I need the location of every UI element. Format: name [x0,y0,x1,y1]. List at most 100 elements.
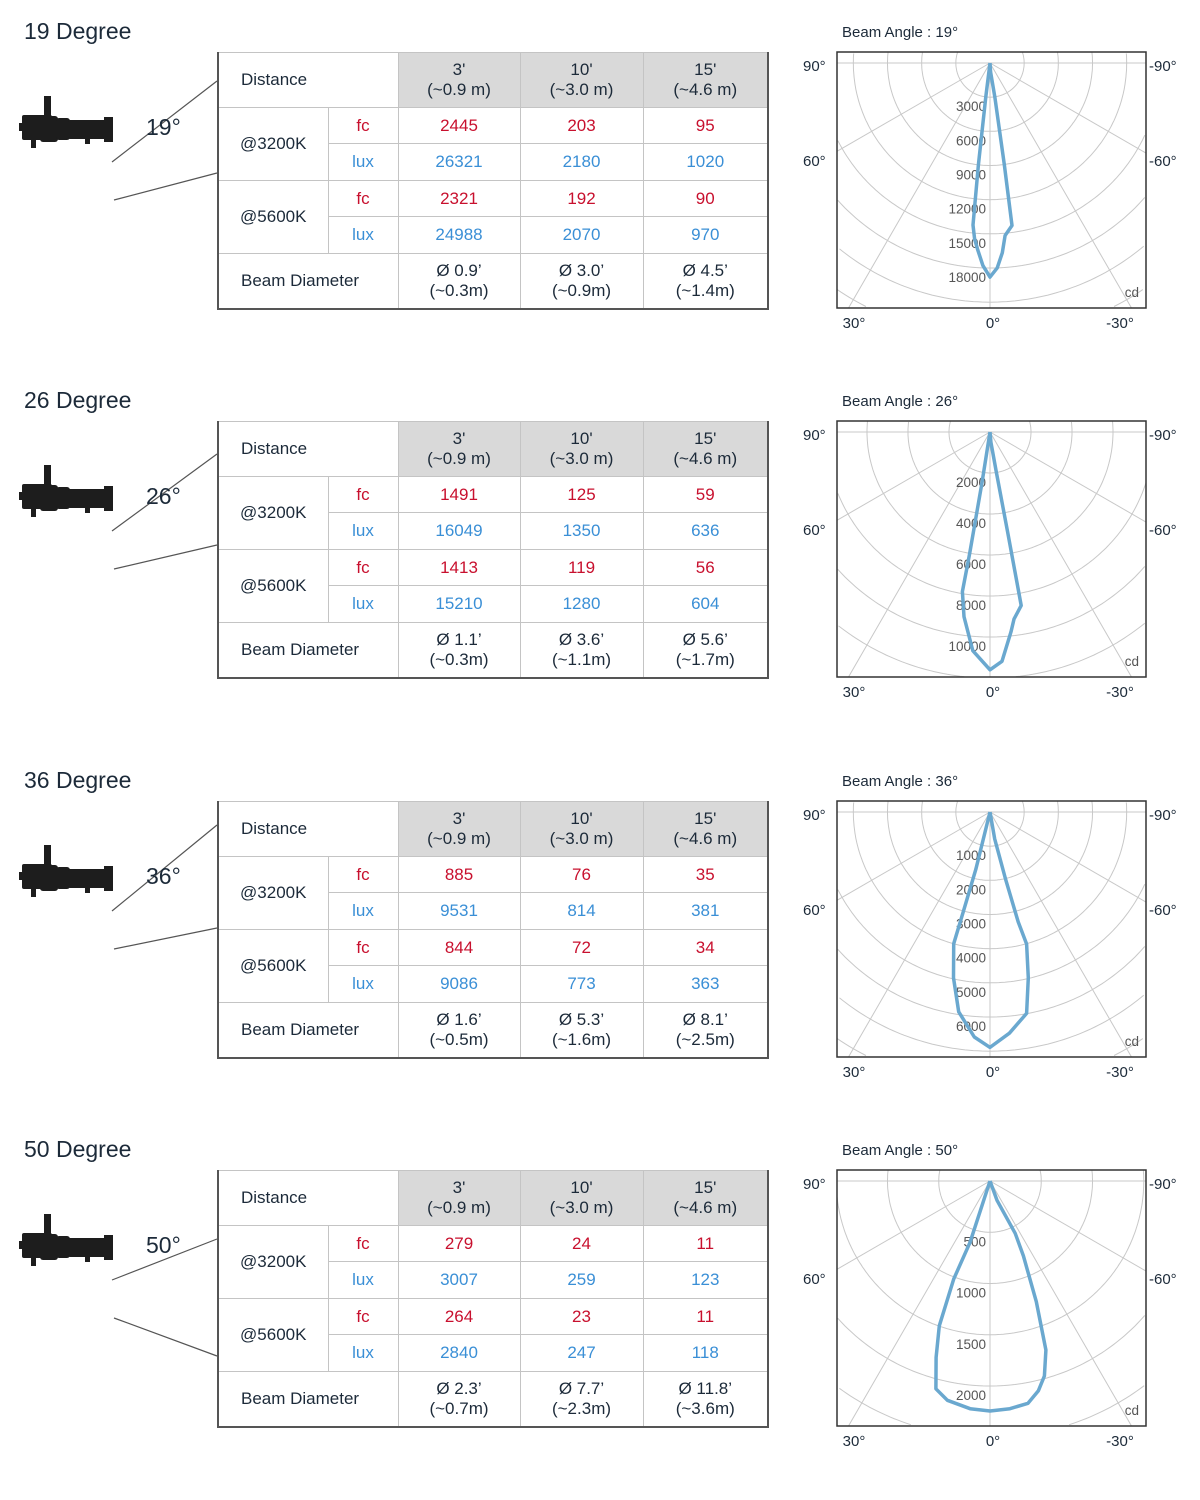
beam-diameter-meters: (~3.6m) [675,1398,735,1418]
section-title: 36 Degree [24,767,132,793]
chart-frame [836,1169,1147,1427]
section-title: 26 Degree [24,387,132,413]
angle-label: -90° [1149,427,1177,444]
unit-fc-label: fc [327,549,399,586]
unit-label: cd [1125,1403,1139,1418]
beam-angle-label: 36° [146,863,181,889]
candela-curve [971,62,1014,279]
table-row: @5600K fc 844 72 34 [217,929,769,1003]
table-row: lux 26321 2180 1020 [218,143,769,181]
angle-label: 60° [803,1271,826,1288]
chart-frame [836,800,1147,1058]
ellipsoidal-fixture-icon [19,80,218,201]
angle-label: 60° [803,153,826,170]
distance-header: Distance [217,421,399,477]
beam-edge-line [111,824,218,912]
table-row: Distance 3' (~0.9 m) 10' (~3.0 m) 15' (~4.6 m) [217,801,769,857]
angle-label: -90° [1149,1176,1177,1193]
table-row: @3200K fc 2445 203 95 [217,107,769,181]
distance-column-header: 10' (~3.0 m) [519,801,644,857]
lux-value: 604 [642,585,769,623]
fc-value: 844 [397,929,521,966]
ellipsoidal-fixture-icon [19,824,218,950]
beam-angle-label: 50° [146,1232,181,1258]
angle-label: -60° [1149,153,1177,170]
angle-label: 0° [986,1433,1000,1450]
lux-value: 24988 [397,216,521,254]
photometric-table: Distance 3' (~0.9 m) 10' (~3.0 m) 15' (~4.6 m)… [217,421,769,679]
grid-ring [887,801,1093,915]
ring-label: 6000 [956,557,986,572]
beam-diameter-feet: Ø 0.9’ [436,260,482,280]
beam-diameter-value: Ø 2.3’ (~0.7m) [397,1371,521,1428]
ring-label: 4000 [956,951,986,966]
beam-diameter-value: Ø 5.3’ (~1.6m) [519,1002,644,1059]
beam-diameter-value: Ø 7.7’ (~2.3m) [519,1371,644,1428]
cct-label: @5600K [217,549,329,623]
lux-value: 3007 [397,1261,521,1299]
fc-value: 264 [397,1298,521,1335]
distance-meters: (~3.0 m) [549,449,614,468]
grid-ring [839,1385,1145,1426]
lux-value: 2070 [519,216,644,254]
lux-value: 636 [642,512,769,550]
ring-label: 5000 [956,985,986,1000]
unit-fc-label: fc [327,856,399,893]
fc-value: 23 [519,1298,644,1335]
ring-label: 3000 [956,917,986,932]
beam-diameter-value: Ø 3.0’ (~0.9m) [519,253,644,310]
beam-diameter-feet: Ø 3.6’ [558,629,605,649]
ring-label: 2000 [956,1388,986,1403]
lux-value: 9086 [397,965,521,1003]
photometric-table: Distance 3' (~0.9 m) 10' (~3.0 m) 15' (~4.6 m)… [217,52,769,310]
unit-label: cd [1125,285,1139,300]
photometric-table: Distance 3' (~0.9 m) 10' (~3.0 m) 15' (~4.6 m)… [217,801,769,1059]
cct-label: @3200K [217,107,329,181]
unit-fc-label: fc [327,929,399,966]
polar-candela-chart: 3000 6000 9000 12000 15000 18000 Beam Angle : … [803,24,1177,332]
distance-column-header: 10' (~3.0 m) [519,1170,644,1226]
fc-value: 59 [642,476,769,513]
distance-meters: (~0.9 m) [427,449,491,468]
fc-value: 35 [642,856,769,893]
beam-diameter-feet: Ø 1.1’ [436,629,482,649]
beam-diameter-feet: Ø 8.1’ [682,1009,728,1029]
polar-grid [836,1170,1147,1427]
angle-label: 90° [803,1176,826,1193]
beam-diameter-value: Ø 3.6’ (~1.1m) [519,622,644,679]
angle-label: -90° [1149,807,1177,824]
beam-diameter-feet: Ø 5.6’ [682,629,728,649]
photometric-section: 50 Degree 50° Distance 3' (~0.9 m) 10' (~3.0 m… [0,1118,1200,1487]
lux-value: 16049 [397,512,521,550]
distance-header: Distance [217,801,399,857]
grid-spoke [989,431,1132,678]
grid-ring [852,53,1128,201]
unit-label: cd [1125,654,1139,669]
distance-meters: (~3.0 m) [549,1198,614,1217]
lux-value: 15210 [397,585,521,623]
fc-value: 1491 [397,476,521,513]
table-row: Distance 3' (~0.9 m) 10' (~3.0 m) 15' (~4.6 m) [217,1170,769,1226]
angle-label: -30° [1106,315,1134,332]
distance-column-header: 3' (~0.9 m) [397,421,521,477]
table-row: @3200K fc 1491 125 59 [217,476,769,550]
unit-lux-label: lux [327,892,399,930]
beam-diameter-value: Ø 1.6’ (~0.5m) [397,1002,521,1059]
angle-label: 90° [803,58,826,75]
lux-value: 247 [519,1334,644,1372]
ring-label: 2000 [956,475,986,490]
unit-fc-label: fc [327,1225,399,1262]
beam-diameter-value: Ø 11.8’ (~3.6m) [642,1371,769,1428]
ring-label: 1000 [956,1286,986,1301]
ring-label: 3000 [956,99,986,114]
beam-diameter-value: Ø 4.5’ (~1.4m) [642,253,769,310]
beam-diameter-meters: (~2.3m) [551,1398,612,1418]
distance-meters: (~4.6 m) [673,80,738,99]
ring-label: 8000 [956,598,986,613]
lux-value: 118 [642,1334,769,1372]
unit-lux-label: lux [327,216,399,254]
grid-spoke [989,1180,1132,1427]
chart-title: Beam Angle : 19° [842,24,958,41]
cct-label: @3200K [217,476,329,550]
